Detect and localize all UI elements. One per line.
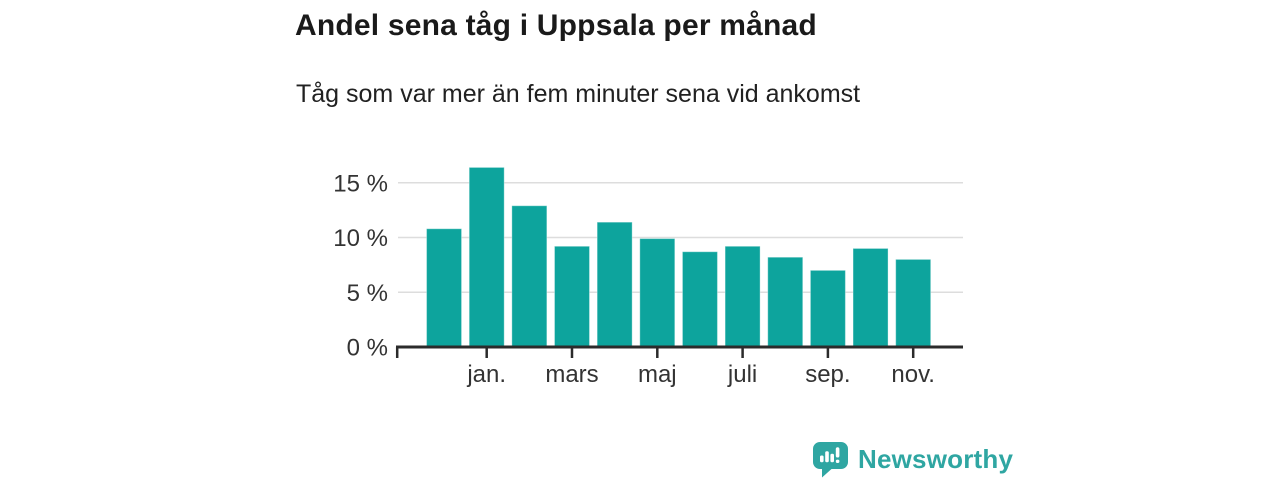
bar-maj bbox=[639, 238, 676, 348]
bar-okt. bbox=[852, 247, 889, 348]
x-axis bbox=[395, 345, 963, 358]
bar-juni bbox=[681, 251, 718, 348]
chart-subtitle: Tåg som var mer än fem minuter sena vid … bbox=[296, 80, 861, 108]
bar-nov. bbox=[895, 258, 932, 348]
bar-dec. bbox=[426, 228, 463, 348]
bar-aug. bbox=[767, 256, 804, 348]
y-tick-label: 0 % bbox=[347, 335, 388, 362]
bar-chart: 0 % 5 % 10 % 15 % jan. mars maj juli sep. nov. bbox=[333, 166, 963, 388]
chart-title: Andel sena tåg i Uppsala per månad bbox=[295, 9, 817, 42]
y-tick-label: 15 % bbox=[333, 170, 388, 197]
bar-sep. bbox=[809, 269, 846, 348]
mini-bar-chart-exclamation bbox=[820, 447, 840, 463]
bar-jan. bbox=[468, 166, 505, 348]
x-tick-label: nov. bbox=[891, 361, 935, 388]
x-tick-label: sep. bbox=[805, 361, 850, 388]
x-tick-label: juli bbox=[727, 361, 757, 388]
y-tick-label: 5 % bbox=[347, 280, 388, 307]
newsworthy-logo: Newsworthy bbox=[812, 441, 1013, 478]
x-tick-label: maj bbox=[638, 361, 677, 388]
newsworthy-wordmark: Newsworthy bbox=[858, 444, 1014, 474]
x-tick-label: jan. bbox=[466, 361, 506, 388]
bars bbox=[426, 166, 932, 348]
axis-labels: 0 % 5 % 10 % 15 % jan. mars maj juli sep. nov. bbox=[333, 170, 935, 388]
y-tick-label: 10 % bbox=[333, 225, 388, 252]
bar-feb. bbox=[511, 205, 548, 348]
bar-mars bbox=[554, 245, 590, 348]
newsworthy-speech-bubble-chart-icon bbox=[813, 442, 848, 478]
bar-juli bbox=[724, 245, 761, 348]
x-tick-label: mars bbox=[545, 361, 598, 388]
bar-apr. bbox=[596, 221, 633, 348]
